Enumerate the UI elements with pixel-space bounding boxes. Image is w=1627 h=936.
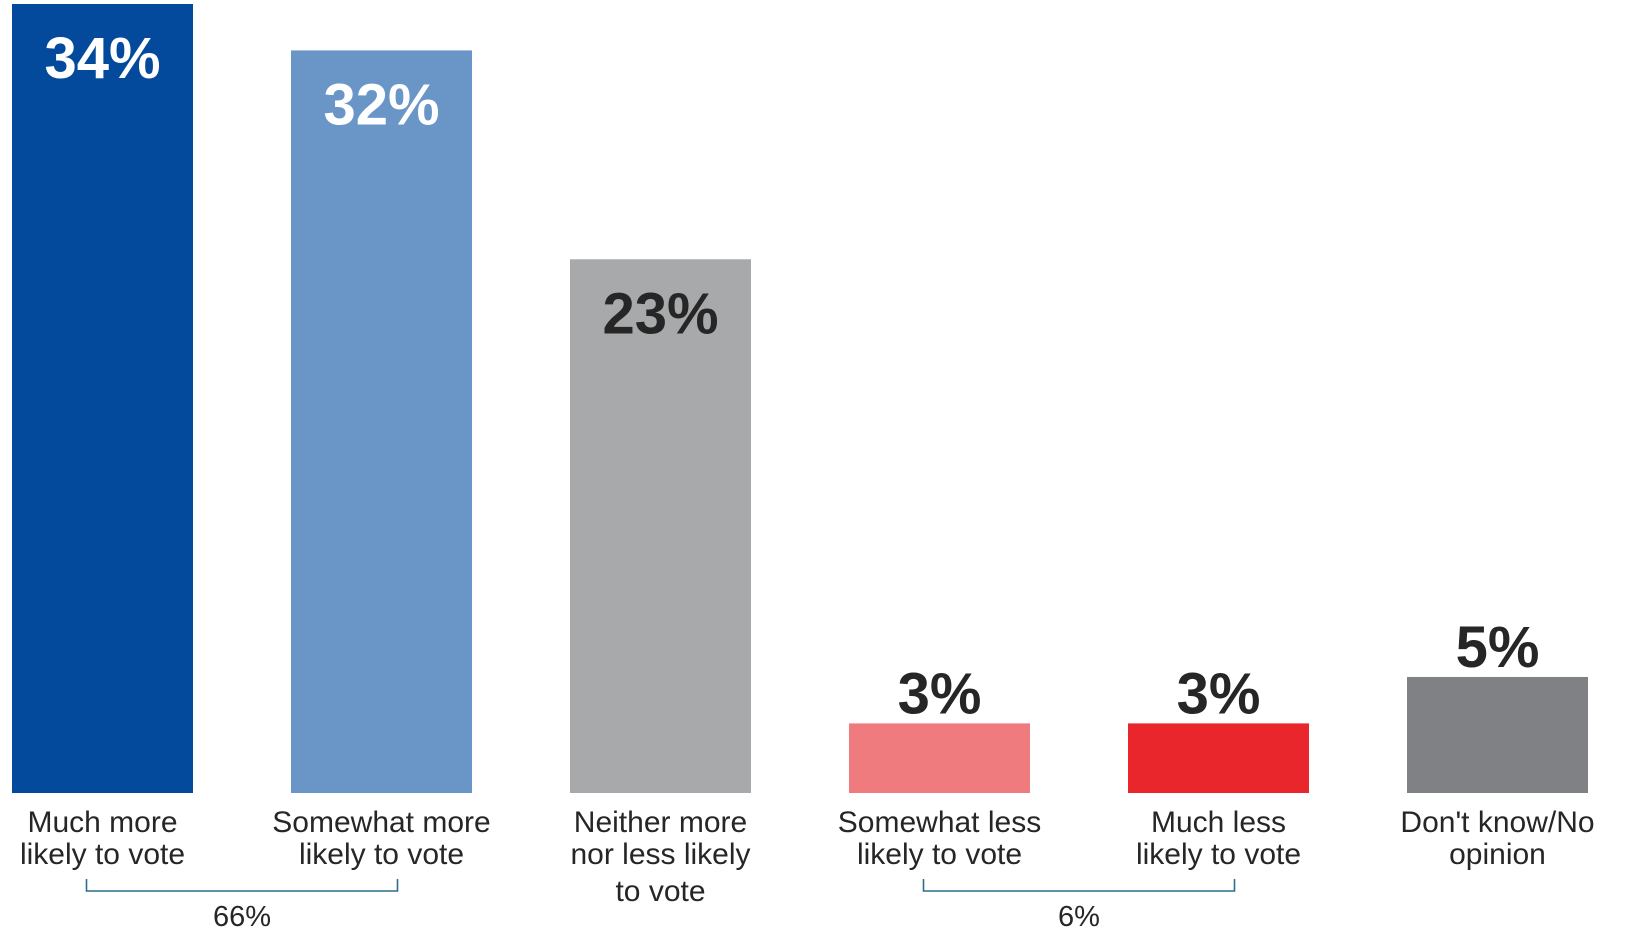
bar-4	[849, 723, 1030, 793]
bar-6	[1407, 676, 1588, 793]
category-label-4: Somewhat less likely to vote	[838, 806, 1041, 871]
category-label-2: Somewhat more likely to vote	[272, 806, 490, 871]
value-label-3: 23%	[602, 281, 718, 346]
group-bracket-2	[922, 879, 1236, 892]
value-label-6: 5%	[1456, 615, 1540, 680]
group-total-label-2: 6%	[1058, 901, 1100, 933]
category-label-3: Neither more nor less likely to vote	[570, 806, 750, 908]
bar-1	[12, 4, 193, 793]
value-label-2: 32%	[323, 72, 439, 137]
value-label-4: 3%	[898, 661, 982, 726]
bar-3	[570, 259, 751, 793]
bar-5	[1128, 723, 1309, 793]
category-label-1: Much more likely to vote	[20, 806, 185, 871]
category-label-5: Much less likely to vote	[1136, 806, 1301, 871]
value-label-1: 34%	[44, 26, 160, 91]
category-label-6: Don't know/No opinion	[1400, 806, 1594, 871]
bar-2	[291, 50, 472, 794]
group-bracket-1	[85, 879, 399, 892]
value-label-5: 3%	[1177, 661, 1261, 726]
group-total-label-1: 66%	[213, 901, 271, 933]
